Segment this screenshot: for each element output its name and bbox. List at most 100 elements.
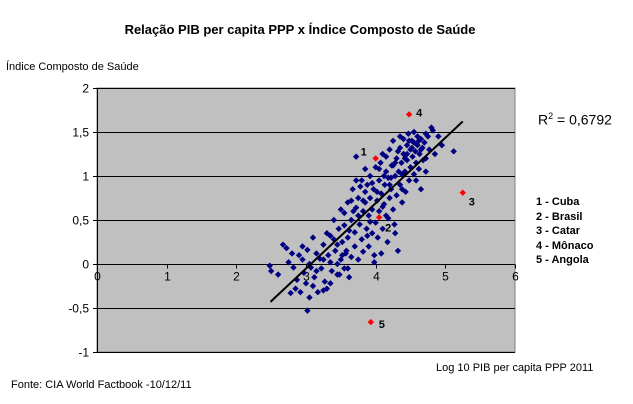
data-point xyxy=(339,238,346,246)
data-point xyxy=(391,159,399,166)
data-point xyxy=(385,215,392,222)
highlight-point xyxy=(367,318,374,326)
data-point xyxy=(366,172,374,180)
data-point xyxy=(320,287,327,294)
data-point xyxy=(279,241,287,248)
data-point xyxy=(274,271,282,278)
data-point xyxy=(435,133,442,140)
highlight-label: 5 xyxy=(379,319,385,331)
data-point xyxy=(337,206,345,213)
data-point xyxy=(366,218,374,225)
data-point xyxy=(339,252,346,259)
data-point xyxy=(378,250,385,257)
data-point xyxy=(363,225,370,232)
data-point xyxy=(391,221,398,228)
x-tick-label: 5 xyxy=(442,270,449,284)
data-point xyxy=(299,243,306,250)
data-point xyxy=(389,137,397,144)
data-point xyxy=(379,203,386,210)
data-point xyxy=(405,137,413,144)
data-point xyxy=(401,155,409,162)
data-point xyxy=(396,181,404,188)
highlight-label: 1 xyxy=(361,146,367,158)
data-point xyxy=(362,188,369,196)
data-point xyxy=(355,194,362,202)
data-point xyxy=(283,244,290,252)
data-point xyxy=(352,177,360,184)
data-point xyxy=(403,142,411,149)
data-point xyxy=(292,285,299,292)
data-point xyxy=(344,265,351,272)
x-tick-label: 4 xyxy=(373,270,380,284)
data-point xyxy=(330,216,338,224)
data-point xyxy=(374,234,381,241)
data-point xyxy=(343,247,350,254)
data-point xyxy=(412,177,420,184)
data-point xyxy=(382,153,390,160)
data-point xyxy=(334,241,341,248)
data-point xyxy=(379,225,386,232)
data-point xyxy=(327,280,334,287)
x-tick-label: 6 xyxy=(512,270,519,284)
data-point xyxy=(405,130,412,137)
data-point xyxy=(351,229,358,236)
y-axis-label: Índice Composto de Saúde xyxy=(6,61,139,73)
data-point xyxy=(341,265,348,272)
y-tick-label: 1,5 xyxy=(72,126,89,140)
data-point xyxy=(422,168,430,175)
data-point xyxy=(358,236,365,243)
data-point xyxy=(313,250,320,257)
data-point xyxy=(394,148,402,155)
data-point xyxy=(304,246,311,254)
data-point xyxy=(334,260,341,268)
y-tick-label: 2 xyxy=(82,82,89,96)
data-point xyxy=(415,137,423,144)
data-point xyxy=(389,206,397,213)
data-point xyxy=(357,183,364,190)
data-point xyxy=(321,278,329,285)
trendline xyxy=(269,120,464,303)
data-point xyxy=(320,241,327,248)
data-point xyxy=(417,146,425,153)
data-point xyxy=(372,219,379,226)
data-point xyxy=(400,150,407,158)
legend-item: 2 - Brasil xyxy=(536,210,583,223)
data-point xyxy=(379,150,386,158)
legend-item: 1 - Cuba xyxy=(536,196,580,208)
data-point xyxy=(386,194,393,202)
data-point xyxy=(356,221,363,228)
data-point xyxy=(341,209,348,217)
data-point xyxy=(410,139,418,146)
data-point xyxy=(311,274,318,281)
data-point xyxy=(365,212,372,219)
data-point xyxy=(408,144,416,152)
data-point xyxy=(431,150,439,158)
data-point xyxy=(364,232,371,240)
data-point xyxy=(380,200,388,208)
data-point xyxy=(364,181,371,188)
data-point xyxy=(344,234,351,241)
data-point xyxy=(302,280,310,287)
data-point xyxy=(309,282,317,290)
highlight-point xyxy=(372,155,379,162)
data-point xyxy=(266,262,273,269)
data-point xyxy=(415,165,423,173)
data-point xyxy=(421,139,428,146)
data-point xyxy=(410,171,418,178)
data-point xyxy=(285,259,292,266)
data-point xyxy=(327,232,334,240)
data-point xyxy=(267,267,275,275)
data-point xyxy=(386,146,393,153)
y-tick-label: 0,5 xyxy=(72,214,89,228)
data-point xyxy=(417,186,425,193)
data-point xyxy=(297,288,304,296)
data-point xyxy=(366,194,374,202)
data-point xyxy=(351,243,358,250)
data-point xyxy=(377,159,384,166)
data-point xyxy=(352,153,360,160)
highlight-label: 2 xyxy=(385,222,391,234)
y-tick-label: 1 xyxy=(82,170,89,184)
data-point xyxy=(359,197,367,204)
data-point xyxy=(375,208,383,215)
data-point xyxy=(313,267,320,275)
